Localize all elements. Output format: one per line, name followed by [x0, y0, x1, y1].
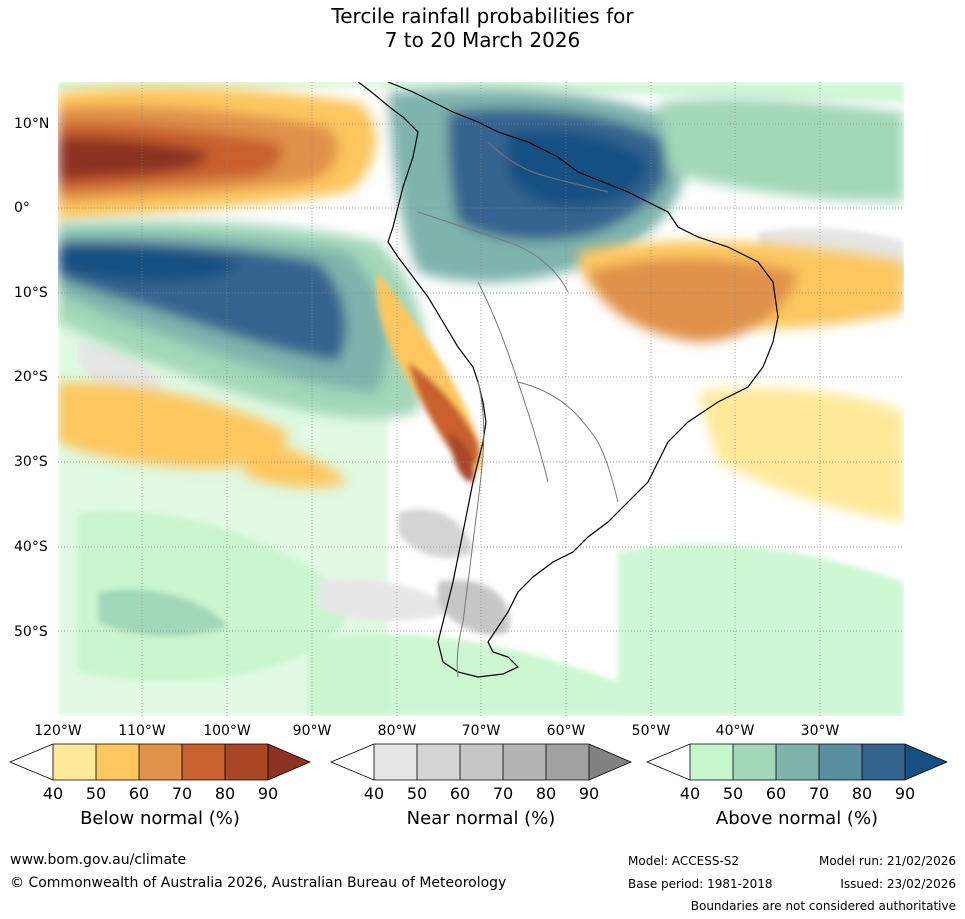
model-run-date: Model run: 21/02/2026 — [818, 854, 956, 868]
colorbar-above-swatch-5 — [862, 744, 905, 780]
below-tick-90: 90 — [257, 784, 279, 803]
colorbar-near-swatch-1 — [374, 744, 417, 780]
above-normal-title: Above normal (%) — [715, 808, 879, 829]
lat-label-10s: 10°S — [14, 285, 48, 301]
lon-label-120w: 120°W — [34, 723, 82, 739]
issued-date: Issued: 23/02/2026 — [840, 877, 956, 891]
boundaries-disclaimer: Boundaries are not considered authoritat… — [690, 899, 956, 913]
lat-label-10n: 10°N — [14, 116, 50, 132]
colorbar-below-swatch-5 — [225, 744, 268, 780]
below-tick-40: 40 — [42, 784, 64, 803]
near-tick-70: 70 — [492, 784, 514, 803]
colorbar-below-swatch-6 — [268, 744, 310, 780]
near-tick-60: 60 — [449, 784, 471, 803]
colorbar-above-swatch-6 — [905, 744, 947, 780]
copyright-text: © Commonwealth of Australia 2026, Austra… — [10, 875, 507, 891]
model-name: Model: ACCESS-S2 — [628, 854, 740, 868]
colorbar-below-swatch-1 — [53, 744, 96, 780]
lon-label-80w: 80°W — [377, 723, 417, 739]
colorbar-above-normal — [645, 743, 949, 781]
colorbar-below-normal — [8, 743, 312, 781]
colorbar-near-swatch-2 — [417, 744, 460, 780]
rainfall-map — [58, 82, 904, 716]
colorbar-below-swatch-2 — [96, 744, 139, 780]
colorbar-near-swatch-4 — [503, 744, 546, 780]
near-tick-80: 80 — [535, 784, 557, 803]
colorbar-below-swatch-0 — [10, 744, 53, 780]
colorbar-above-swatch-1 — [690, 744, 733, 780]
above-tick-70: 70 — [808, 784, 830, 803]
below-normal-brazil — [58, 241, 904, 522]
south-america-coastline — [357, 82, 779, 678]
colorbar-near-swatch-3 — [460, 744, 503, 780]
above-normal-pacific — [58, 220, 426, 419]
near-tick-90: 90 — [578, 784, 600, 803]
lat-label-0: 0° — [14, 200, 30, 216]
below-tick-80: 80 — [214, 784, 236, 803]
colorbar-near-normal — [329, 743, 633, 781]
above-normal-amazon — [388, 88, 904, 283]
colorbar-above-swatch-3 — [776, 744, 819, 780]
map-title: Tercile rainfall probabilities for 7 to … — [0, 4, 965, 52]
above-tick-60: 60 — [765, 784, 787, 803]
above-tick-40: 40 — [679, 784, 701, 803]
near-normal-title: Near normal (%) — [406, 808, 556, 829]
lon-label-40w: 40°W — [715, 723, 755, 739]
lon-label-60w: 60°W — [546, 723, 586, 739]
below-normal-pacific-north — [58, 86, 377, 222]
below-tick-50: 50 — [85, 784, 107, 803]
base-period: Base period: 1981-2018 — [628, 877, 773, 891]
above-tick-50: 50 — [722, 784, 744, 803]
graticule — [58, 82, 904, 716]
above-tick-90: 90 — [894, 784, 916, 803]
colorbar-near-swatch-6 — [589, 744, 631, 780]
near-tick-50: 50 — [406, 784, 428, 803]
below-tick-60: 60 — [128, 784, 150, 803]
lat-label-50s: 50°S — [14, 624, 48, 640]
colorbar-above-swatch-0 — [647, 744, 690, 780]
colorbar-near-swatch-0 — [331, 744, 374, 780]
lon-label-50w: 50°W — [631, 723, 671, 739]
colorbar-below-swatch-3 — [139, 744, 182, 780]
lon-label-30w: 30°W — [800, 723, 840, 739]
below-normal-andes — [376, 272, 482, 482]
below-tick-70: 70 — [171, 784, 193, 803]
lon-label-70w: 70°W — [461, 723, 501, 739]
colorbar-near-swatch-5 — [546, 744, 589, 780]
lat-label-30s: 30°S — [14, 454, 48, 470]
lon-label-90w: 90°W — [292, 723, 332, 739]
lat-label-20s: 20°S — [14, 369, 48, 385]
near-tick-40: 40 — [363, 784, 385, 803]
title-line-1: Tercile rainfall probabilities for — [331, 4, 634, 28]
below-normal-title: Below normal (%) — [80, 808, 240, 829]
lon-label-100w: 100°W — [203, 723, 251, 739]
country-borders — [417, 141, 619, 678]
website-link[interactable]: www.bom.gov.au/climate — [10, 852, 187, 868]
colorbar-below-swatch-4 — [182, 744, 225, 780]
lon-label-110w: 110°W — [118, 723, 166, 739]
colorbar-above-swatch-2 — [733, 744, 776, 780]
title-line-2: 7 to 20 March 2026 — [384, 28, 581, 52]
colorbar-above-swatch-4 — [819, 744, 862, 780]
lat-label-40s: 40°S — [14, 539, 48, 555]
above-tick-80: 80 — [851, 784, 873, 803]
